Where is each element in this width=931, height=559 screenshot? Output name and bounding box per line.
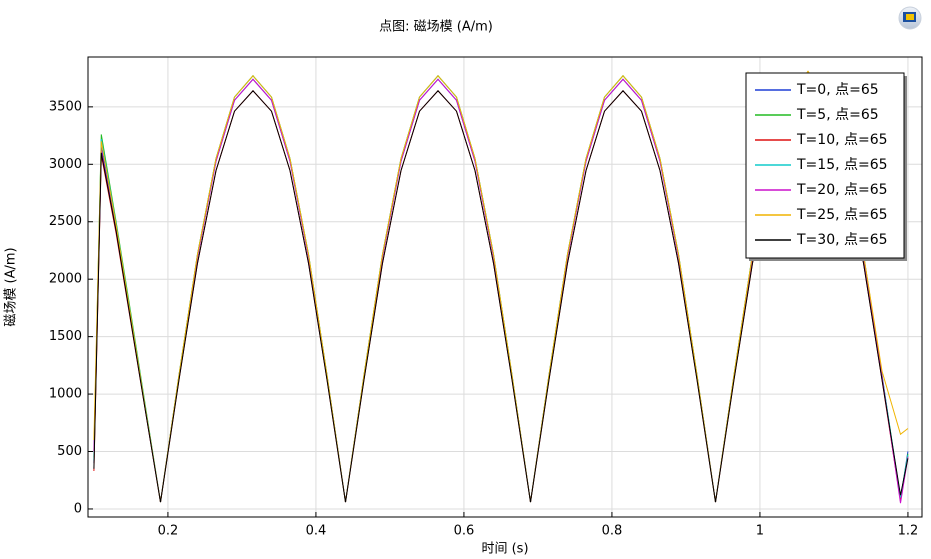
legend-label: T=20, 点=65	[796, 182, 888, 198]
icon-inner[interactable]	[906, 14, 914, 20]
x-tick-label: 0.4	[306, 524, 327, 539]
legend-label: T=5, 点=65	[796, 107, 879, 123]
y-axis-label: 磁场模 (A/m)	[4, 247, 19, 326]
y-tick-label: 1000	[49, 387, 82, 402]
x-tick-label: 1	[756, 524, 764, 539]
y-tick-label: 3500	[49, 99, 82, 114]
y-tick-label: 2500	[49, 214, 82, 229]
legend-label: T=25, 点=65	[796, 207, 888, 223]
legend-label: T=0, 点=65	[796, 82, 879, 98]
x-tick-label: 0.6	[454, 524, 475, 539]
plot-frame	[87, 56, 923, 518]
legend-label: T=15, 点=65	[796, 157, 888, 173]
chart-title: 点图: 磁场模 (A/m)	[379, 20, 493, 35]
y-tick-label: 1500	[49, 329, 82, 344]
x-tick-label: 1.2	[898, 524, 919, 539]
y-tick-label: 500	[57, 444, 82, 459]
x-axis-label: 时间 (s)	[481, 542, 528, 557]
legend-label: T=30, 点=65	[796, 232, 888, 248]
y-tick-label: 0	[74, 501, 82, 516]
legend-label: T=10, 点=65	[796, 132, 888, 148]
y-tick-label: 3000	[49, 157, 82, 172]
x-tick-label: 0.2	[158, 524, 179, 539]
y-tick-label: 2000	[49, 272, 82, 287]
app-icon[interactable]	[898, 6, 922, 30]
x-tick-label: 0.8	[602, 524, 623, 539]
